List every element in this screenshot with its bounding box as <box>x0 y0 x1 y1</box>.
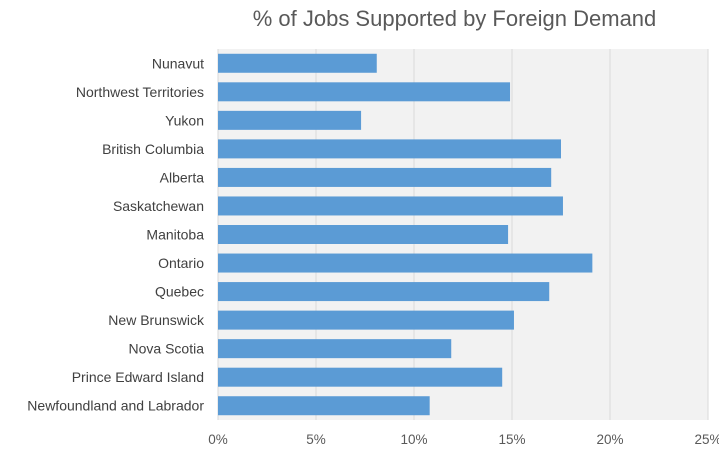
bar <box>218 196 563 216</box>
category-label: Manitoba <box>146 227 204 243</box>
bar <box>218 225 509 244</box>
x-tick-label: 10% <box>400 432 427 447</box>
bar <box>218 339 452 359</box>
bar <box>218 310 514 330</box>
x-tick-label: 15% <box>498 432 525 447</box>
bar <box>218 253 593 273</box>
x-tick-label: 20% <box>596 432 623 447</box>
category-label: Alberta <box>160 169 205 185</box>
category-label: Nunavut <box>152 55 204 71</box>
category-label: Northwest Territories <box>76 84 204 100</box>
bar <box>218 367 503 387</box>
category-label: Saskatchewan <box>113 198 204 214</box>
bar <box>218 396 430 416</box>
category-label: New Brunswick <box>108 312 205 328</box>
x-tick-label: 0% <box>208 432 228 447</box>
chart-title: % of Jobs Supported by Foreign Demand <box>252 6 657 31</box>
category-label: British Columbia <box>102 141 204 157</box>
bar <box>218 139 561 159</box>
x-tick-label: 5% <box>306 432 326 447</box>
x-tick-label: 25% <box>694 432 719 447</box>
bar <box>218 110 362 130</box>
bar <box>218 167 552 187</box>
category-label: Nova Scotia <box>129 341 205 357</box>
category-label: Quebec <box>155 284 204 300</box>
category-label: Ontario <box>158 255 204 271</box>
category-label: Prince Edward Island <box>72 369 204 385</box>
bar <box>218 53 377 73</box>
bar <box>218 282 550 302</box>
category-label: Yukon <box>165 112 204 128</box>
bar <box>218 82 511 102</box>
category-label: Newfoundland and Labrador <box>27 398 204 414</box>
